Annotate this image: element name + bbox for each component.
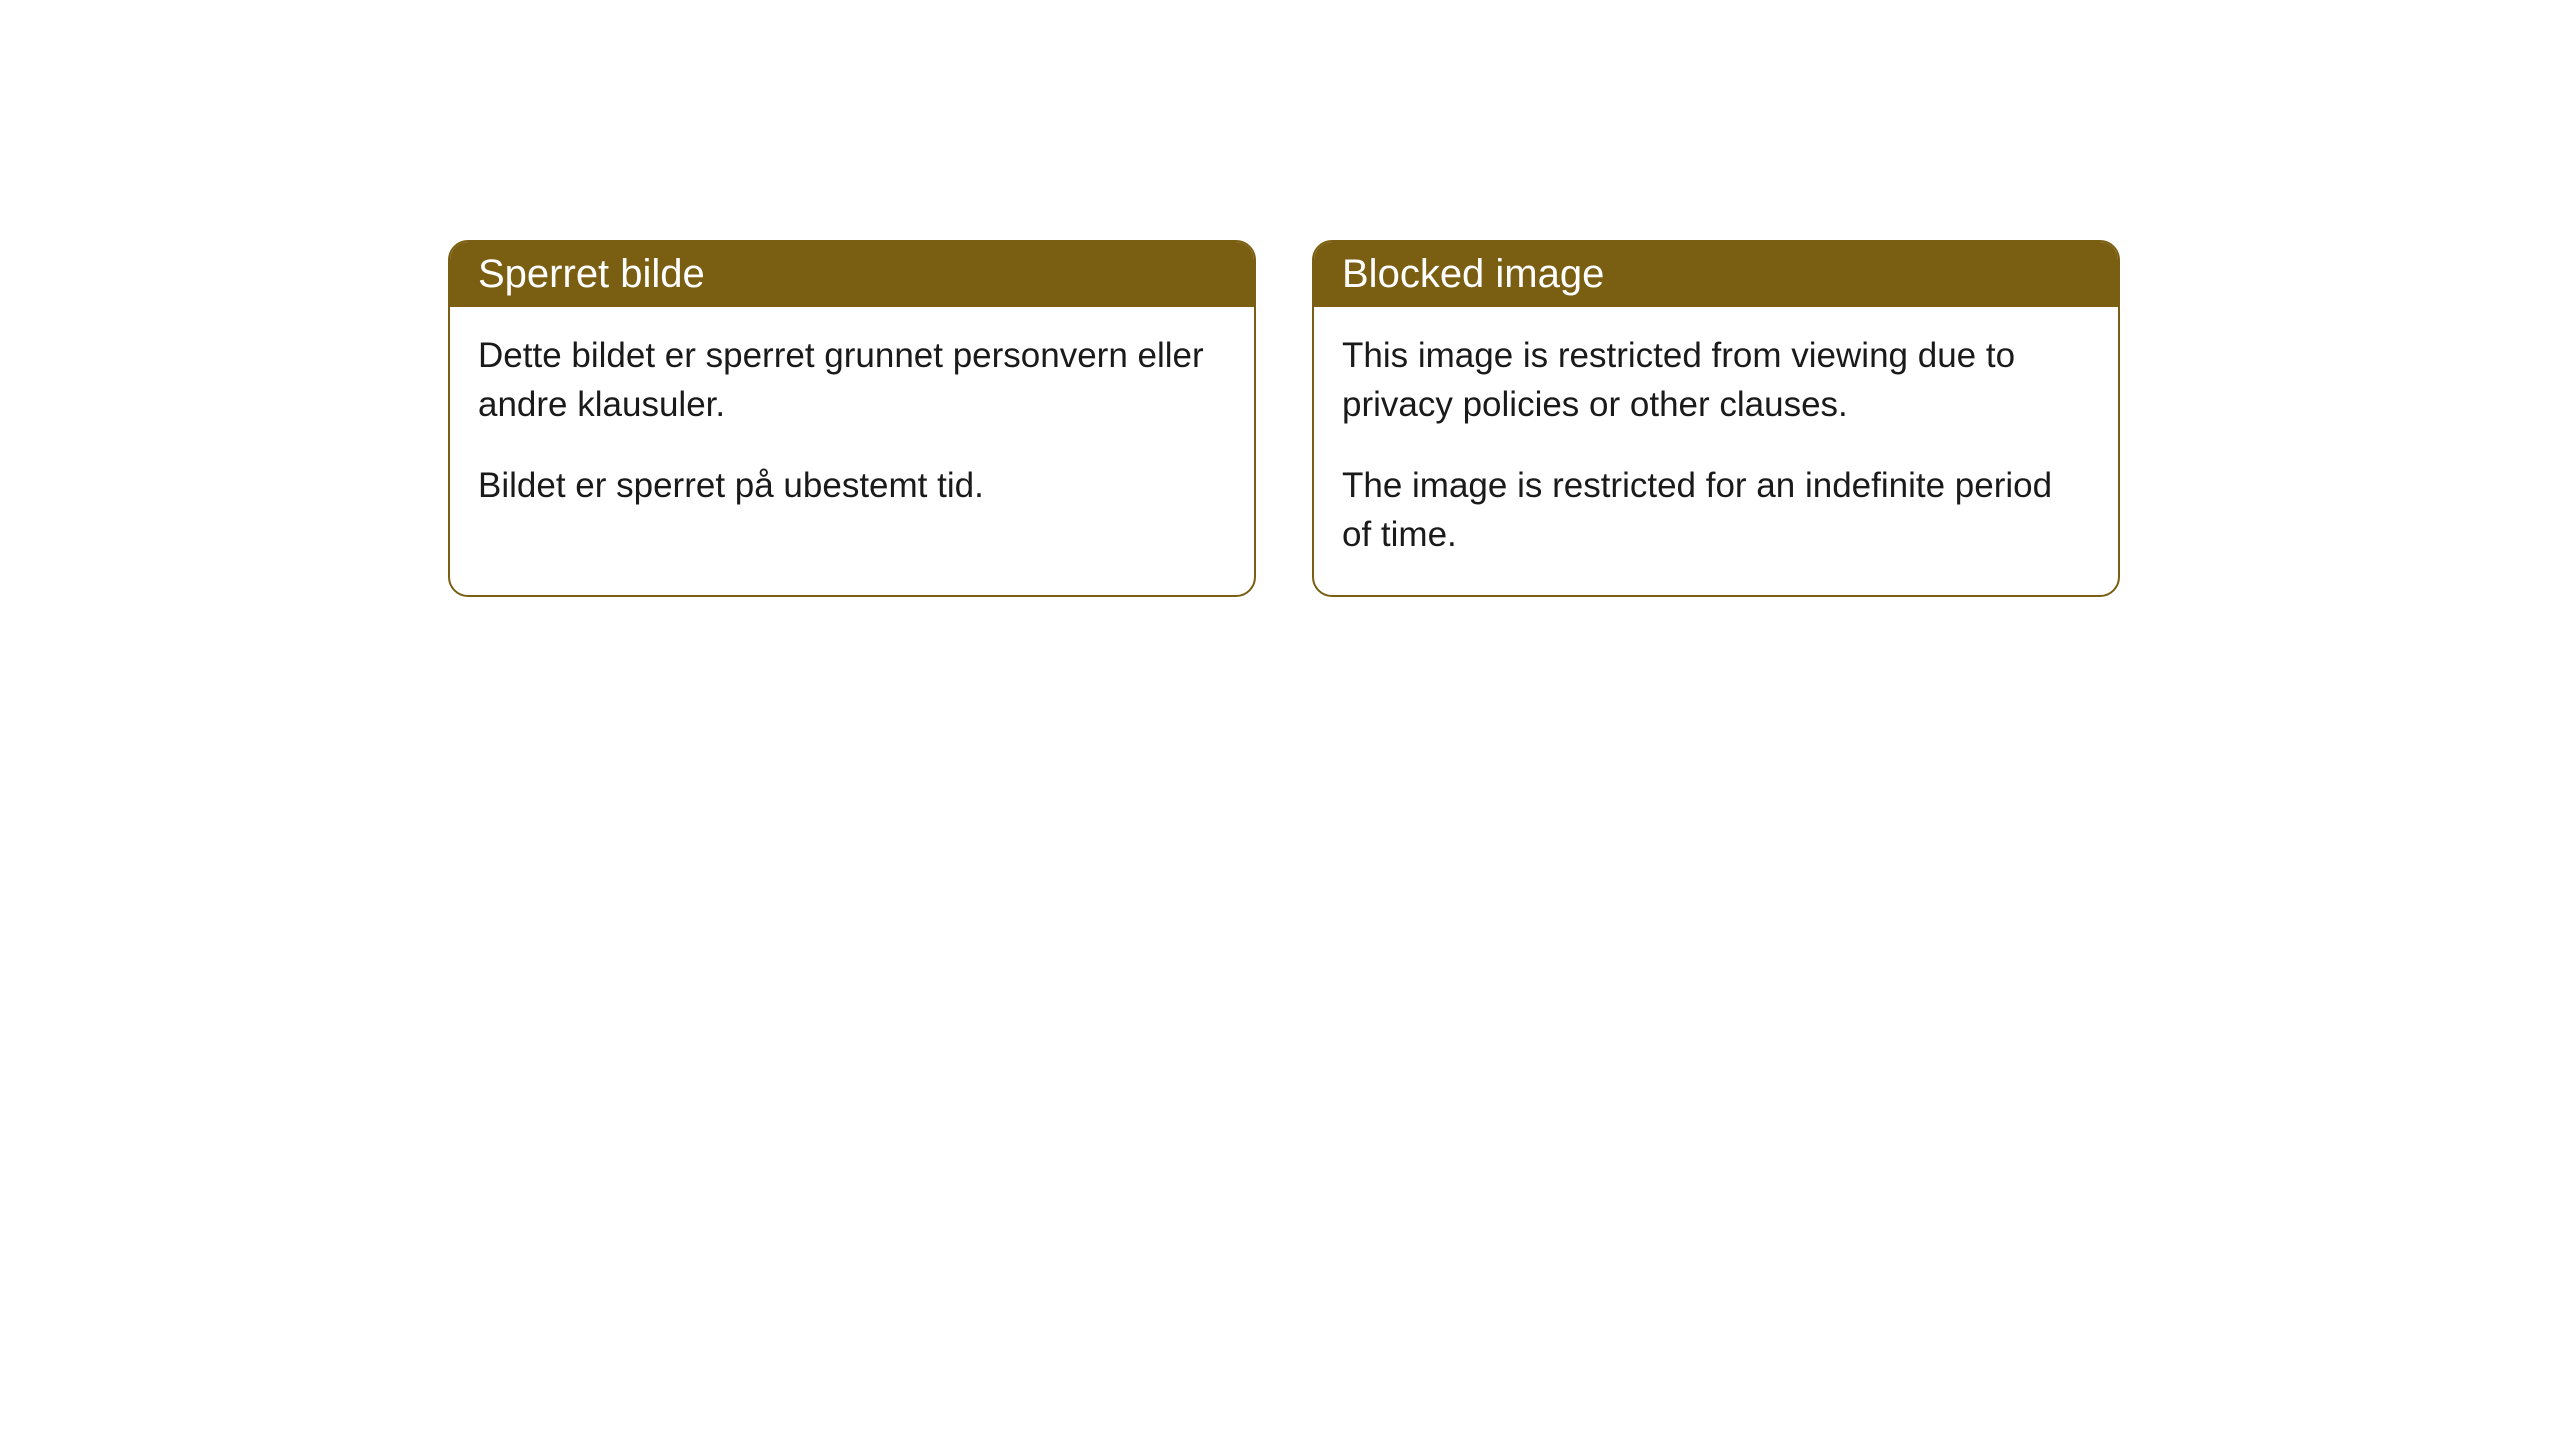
card-paragraph: This image is restricted from viewing du… — [1342, 331, 2090, 429]
card-title: Blocked image — [1342, 252, 1604, 296]
blocked-image-card-no: Sperret bilde Dette bildet er sperret gr… — [448, 240, 1256, 597]
card-title: Sperret bilde — [478, 252, 705, 296]
card-header: Blocked image — [1314, 242, 2118, 307]
card-header: Sperret bilde — [450, 242, 1254, 307]
card-paragraph: Bildet er sperret på ubestemt tid. — [478, 461, 1226, 510]
card-paragraph: The image is restricted for an indefinit… — [1342, 461, 2090, 559]
card-body: Dette bildet er sperret grunnet personve… — [450, 307, 1254, 546]
card-paragraph: Dette bildet er sperret grunnet personve… — [478, 331, 1226, 429]
notice-cards-container: Sperret bilde Dette bildet er sperret gr… — [448, 240, 2120, 597]
card-body: This image is restricted from viewing du… — [1314, 307, 2118, 595]
blocked-image-card-en: Blocked image This image is restricted f… — [1312, 240, 2120, 597]
